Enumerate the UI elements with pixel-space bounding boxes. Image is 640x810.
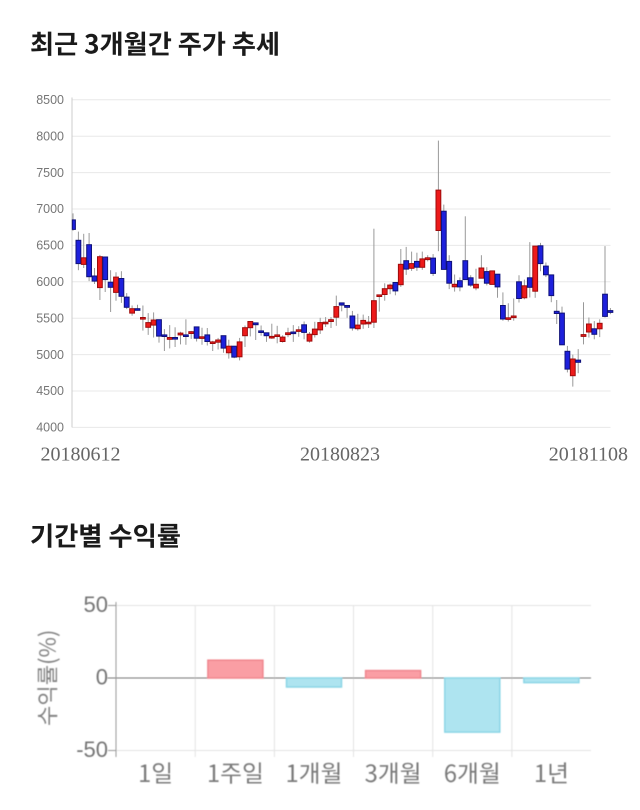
svg-text:8000: 8000 (36, 129, 64, 143)
svg-text:7000: 7000 (36, 202, 64, 216)
svg-text:8500: 8500 (36, 93, 64, 107)
svg-text:6000: 6000 (36, 275, 64, 289)
svg-text:-50: -50 (76, 737, 108, 762)
svg-text:6500: 6500 (36, 239, 64, 253)
svg-text:20180612: 20180612 (41, 444, 121, 466)
svg-text:4000: 4000 (36, 421, 64, 435)
svg-text:4500: 4500 (36, 384, 64, 398)
svg-text:5000: 5000 (36, 348, 64, 362)
svg-text:20181108: 20181108 (549, 444, 628, 466)
svg-text:7500: 7500 (36, 166, 64, 180)
svg-text:5500: 5500 (36, 311, 64, 325)
svg-text:0: 0 (96, 665, 108, 690)
svg-text:20180823: 20180823 (300, 444, 380, 466)
svg-text:50: 50 (84, 592, 108, 617)
